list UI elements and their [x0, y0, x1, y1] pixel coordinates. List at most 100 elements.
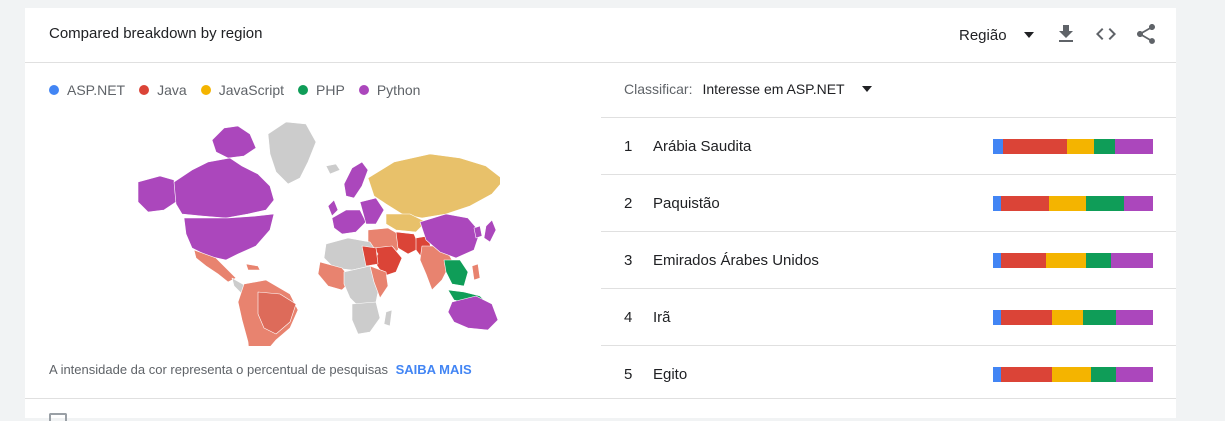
chevron-down-icon	[1023, 32, 1034, 38]
sort-label: Classificar:	[624, 81, 693, 97]
share-icon[interactable]	[1134, 22, 1158, 46]
share-segment-php	[1093, 139, 1115, 154]
share-segment-python	[1116, 367, 1153, 382]
share-segment-javascript	[1052, 310, 1083, 325]
share-segment-python	[1111, 253, 1153, 268]
regional-breakdown-card: Compared breakdown by region Região ASP.…	[25, 8, 1176, 421]
share-segment-php	[1085, 196, 1125, 211]
legend-item-python[interactable]: Python	[358, 82, 421, 98]
map-region-kazakhstan	[385, 213, 427, 233]
chevron-down-icon[interactable]	[861, 86, 872, 92]
legend-item-java[interactable]: Java	[139, 82, 187, 98]
map-region-mexico	[193, 249, 237, 283]
share-segment-php	[1090, 367, 1117, 382]
list-item[interactable]: 1 Arábia Saudita	[601, 117, 1176, 174]
legend-label: PHP	[316, 82, 345, 98]
legend-dot	[358, 85, 369, 95]
legend-item-aspnet[interactable]: ASP.NET	[49, 82, 125, 98]
map-footnote-text: A intensidade da cor representa o percen…	[49, 362, 388, 377]
map-region-australia	[447, 295, 499, 331]
share-segment-python	[1114, 139, 1153, 154]
list-item[interactable]: 3 Emirados Árabes Unidos	[601, 231, 1176, 288]
list-item-rank: 1	[624, 138, 633, 155]
share-segment-aspnet	[993, 253, 1001, 268]
legend-label: Java	[157, 82, 187, 98]
map-footnote: A intensidade da cor representa o percen…	[49, 362, 472, 377]
list-item-rank: 4	[624, 309, 633, 326]
share-segment-aspnet	[993, 196, 1001, 211]
section-divider	[25, 398, 1176, 399]
map-region-greenland	[267, 121, 317, 185]
map-region-japan	[483, 219, 497, 243]
map-region-brazil	[257, 291, 297, 335]
map-region-western-europe	[331, 209, 367, 235]
map-region-canada	[173, 157, 275, 219]
legend-label: ASP.NET	[67, 82, 126, 98]
list-item[interactable]: 5 Egito	[601, 345, 1176, 402]
share-bar	[993, 139, 1153, 154]
share-segment-javascript	[1066, 139, 1094, 154]
legend-label: JavaScript	[218, 82, 285, 98]
card-header: Compared breakdown by region Região	[25, 8, 1176, 63]
map-region-arctic-islands	[211, 125, 257, 159]
share-bar	[993, 196, 1153, 211]
embed-code-icon[interactable]	[1094, 22, 1118, 46]
list-item-name: Irã	[653, 309, 671, 326]
share-segment-javascript	[1049, 196, 1086, 211]
legend-dot	[139, 85, 150, 95]
learn-more-link[interactable]: SAIBA MAIS	[395, 362, 472, 377]
share-segment-java	[1001, 253, 1046, 268]
list-item[interactable]: 2 Paquistão	[601, 174, 1176, 231]
region-ranking-list: 1 Arábia Saudita 2 Paquistão 3 Emirados …	[601, 117, 1176, 402]
list-item-rank: 3	[624, 252, 633, 269]
list-item-rank: 5	[624, 366, 633, 383]
share-bar	[993, 253, 1153, 268]
share-segment-java	[1002, 139, 1067, 154]
list-item-name: Paquistão	[653, 195, 720, 212]
map-region-madagascar	[383, 309, 393, 327]
region-dropdown[interactable]: Região	[959, 24, 1034, 46]
share-segment-php	[1085, 253, 1112, 268]
map-region-philippines	[471, 263, 481, 281]
legend-dot	[298, 85, 309, 95]
legend-dot	[200, 85, 211, 95]
card-title: Compared breakdown by region	[49, 25, 263, 42]
region-dropdown-label: Região	[959, 26, 1007, 44]
map-region-eastern-europe	[359, 197, 385, 225]
map-region-russia	[367, 153, 500, 219]
map-region-uk	[327, 199, 339, 217]
list-item[interactable]: 4 Irã	[601, 288, 1176, 345]
share-segment-python	[1124, 196, 1153, 211]
legend-item-javascript[interactable]: JavaScript	[200, 82, 285, 98]
checkbox-icon[interactable]	[49, 413, 67, 421]
share-bar	[993, 310, 1153, 325]
map-region-korea	[473, 225, 483, 239]
map-region-west-africa	[317, 261, 353, 291]
list-item-rank: 2	[624, 195, 633, 212]
share-segment-javascript	[1052, 367, 1091, 382]
list-item-name: Arábia Saudita	[653, 138, 752, 155]
list-item-name: Emirados Árabes Unidos	[653, 252, 819, 269]
map-region-alaska	[137, 175, 177, 213]
list-item-name: Egito	[653, 366, 688, 383]
map-region-scandinavia	[343, 161, 369, 199]
map-region-egypt	[361, 245, 379, 267]
sort-dropdown[interactable]: Interesse em ASP.NET	[702, 81, 845, 97]
share-segment-python	[1116, 310, 1153, 325]
sort-control: Classificar: Interesse em ASP.NET	[624, 81, 872, 97]
series-legend: ASP.NET Java JavaScript PHP Python	[49, 82, 434, 98]
share-segment-php	[1082, 310, 1117, 325]
download-icon[interactable]	[1054, 22, 1078, 46]
legend-label: Python	[376, 82, 421, 98]
legend-item-php[interactable]: PHP	[298, 82, 345, 98]
share-segment-javascript	[1045, 253, 1086, 268]
map-region-caribbean	[245, 263, 261, 271]
map-region-iceland	[325, 163, 341, 175]
world-map[interactable]	[130, 114, 500, 346]
legend-dot	[49, 85, 59, 95]
share-segment-aspnet	[993, 367, 1001, 382]
share-segment-java	[1001, 310, 1053, 325]
share-bar	[993, 367, 1153, 382]
map-region-southern-africa	[351, 301, 381, 335]
share-segment-aspnet	[993, 310, 1001, 325]
